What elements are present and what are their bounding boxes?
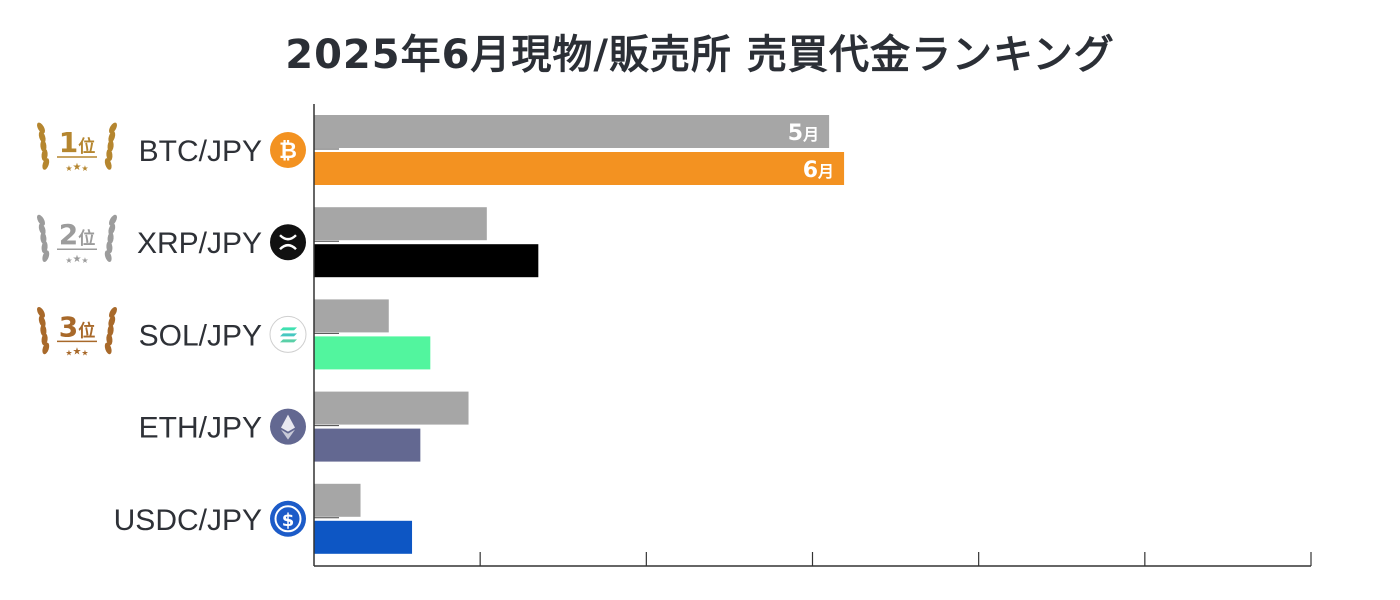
solana-icon bbox=[269, 315, 307, 353]
laurel-leaf-right bbox=[109, 214, 117, 226]
solana-stripe bbox=[280, 339, 297, 343]
rank-star: ★ bbox=[65, 164, 72, 173]
category-label: XRP/JPY bbox=[137, 227, 262, 260]
category-label: USDC/JPY bbox=[114, 504, 262, 537]
xrp-symbol bbox=[279, 234, 297, 251]
bitcoin-icon-bg bbox=[270, 132, 306, 168]
bitcoin-symbol: ₿ bbox=[279, 139, 297, 164]
laurel-leaf-left bbox=[41, 333, 48, 346]
laurel-leaf-left bbox=[38, 223, 46, 235]
laurel-leaf-left bbox=[42, 158, 50, 170]
laurel-leaf-right bbox=[106, 241, 113, 254]
laurel-leaf-right bbox=[108, 315, 116, 328]
solana-stripe bbox=[280, 333, 297, 337]
laurel-leaf-right bbox=[108, 223, 116, 235]
laurel-leaf-left bbox=[41, 149, 48, 161]
laurel-leaf-left bbox=[40, 140, 47, 152]
laurel-leaf-left bbox=[37, 122, 45, 134]
ethereum-top bbox=[281, 414, 295, 432]
laurel-leaf-right bbox=[106, 149, 113, 161]
category-label: SOL/JPY bbox=[139, 319, 262, 352]
rank-star: ★ bbox=[73, 162, 82, 173]
rank-badge-3位: ★ ★ ★ bbox=[37, 306, 117, 357]
bar-may-usdc-jpy bbox=[314, 483, 361, 517]
rank-label: 3位 bbox=[59, 310, 95, 343]
laurel-leaf-left bbox=[42, 250, 50, 262]
laurel-leaf-right bbox=[109, 122, 117, 134]
rank-badge-2位: ★ ★ ★ bbox=[37, 214, 117, 265]
laurel-leaf-right bbox=[109, 306, 117, 318]
solana-stripe bbox=[280, 327, 297, 331]
bar-jun-usdc-jpy bbox=[314, 520, 413, 554]
bitcoin-icon: ₿ bbox=[270, 132, 306, 168]
rank-label: 1位 bbox=[59, 126, 95, 159]
laurel-leaf-right bbox=[107, 140, 114, 152]
ethereum-icon bbox=[270, 408, 306, 445]
series-label-jun: 6月 bbox=[803, 158, 834, 183]
bar-jun-xrp-jpy bbox=[314, 244, 539, 278]
rank-star: ★ bbox=[65, 348, 72, 357]
usdc-ring bbox=[274, 505, 302, 533]
laurel-leaf-left bbox=[37, 214, 45, 226]
rank-star: ★ bbox=[73, 254, 82, 265]
rank-badge-1位: ★ ★ ★ bbox=[37, 122, 117, 173]
bar-jun-sol-jpy bbox=[314, 336, 431, 370]
laurel-leaf-left bbox=[40, 324, 47, 337]
rank-star: ★ bbox=[81, 164, 88, 173]
rank-label: 2位 bbox=[59, 218, 95, 251]
laurel-leaf-left bbox=[41, 241, 48, 254]
laurel-leaf-right bbox=[106, 333, 113, 346]
usdc-symbol: $ bbox=[282, 510, 295, 531]
laurel-leaf-left bbox=[37, 306, 45, 318]
series-label-may: 5月 bbox=[788, 121, 819, 146]
bar-jun-eth-jpy bbox=[314, 428, 421, 462]
bar-may-eth-jpy bbox=[314, 391, 469, 425]
rank-star: ★ bbox=[81, 256, 88, 265]
category-label: BTC/JPY bbox=[139, 135, 262, 168]
bar-may-btc-jpy bbox=[314, 115, 830, 148]
laurel-leaf-right bbox=[108, 131, 116, 143]
laurel-leaf-left bbox=[40, 232, 47, 245]
laurel-leaf-left bbox=[38, 315, 46, 328]
xrp-icon bbox=[270, 224, 306, 261]
bar-jun-btc-jpy bbox=[314, 152, 845, 185]
category-label: ETH/JPY bbox=[139, 412, 262, 445]
chart-title: 2025年6月現物/販売所 売買代金ランキング bbox=[285, 32, 1115, 78]
laurel-leaf-right bbox=[104, 158, 112, 170]
ethereum-bottom bbox=[281, 429, 295, 440]
bar-may-xrp-jpy bbox=[314, 207, 487, 241]
laurel-leaf-right bbox=[107, 324, 114, 337]
laurel-leaf-left bbox=[38, 131, 46, 143]
laurel-leaf-left bbox=[42, 342, 50, 355]
rank-star: ★ bbox=[73, 346, 82, 357]
laurel-leaf-right bbox=[104, 342, 112, 355]
xrp-icon-bg bbox=[270, 224, 306, 261]
bar-may-sol-jpy bbox=[314, 299, 389, 333]
rank-star: ★ bbox=[81, 348, 88, 357]
rank-star: ★ bbox=[65, 256, 72, 265]
laurel-leaf-right bbox=[104, 250, 112, 262]
laurel-leaf-right bbox=[107, 232, 114, 245]
usdc-icon: $ bbox=[270, 500, 306, 537]
